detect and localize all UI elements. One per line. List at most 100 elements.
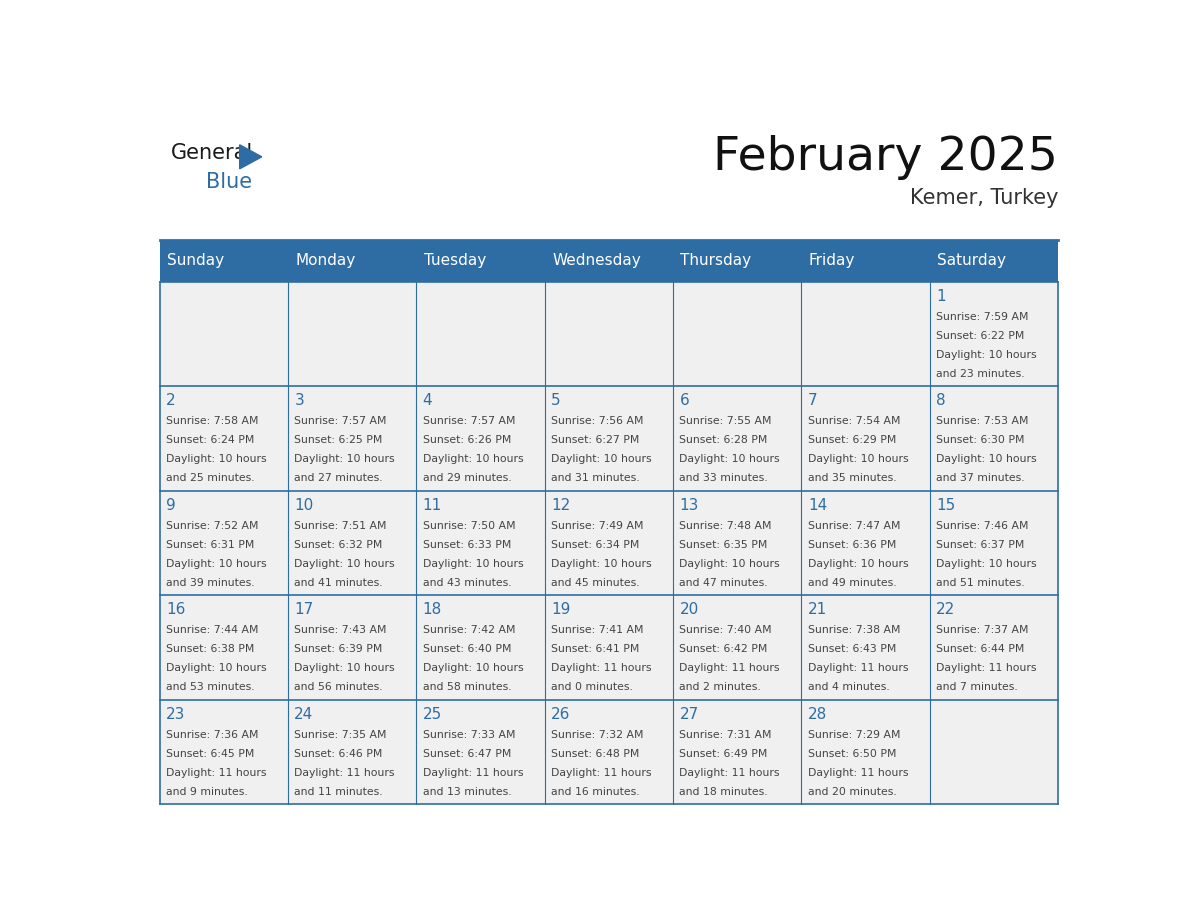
Text: and 47 minutes.: and 47 minutes. <box>680 577 769 588</box>
Bar <box>544 282 674 386</box>
Bar <box>802 596 930 700</box>
Text: and 25 minutes.: and 25 minutes. <box>166 474 254 484</box>
Text: Sunset: 6:26 PM: Sunset: 6:26 PM <box>423 435 511 445</box>
Text: Sunset: 6:32 PM: Sunset: 6:32 PM <box>295 540 383 550</box>
Text: Sunrise: 7:38 AM: Sunrise: 7:38 AM <box>808 625 901 635</box>
Bar <box>287 491 416 596</box>
Bar <box>802 282 930 386</box>
Text: Sunset: 6:41 PM: Sunset: 6:41 PM <box>551 644 639 655</box>
Text: Sunrise: 7:53 AM: Sunrise: 7:53 AM <box>936 416 1029 426</box>
Text: and 27 minutes.: and 27 minutes. <box>295 474 383 484</box>
Bar <box>416 282 544 386</box>
Text: and 7 minutes.: and 7 minutes. <box>936 682 1018 692</box>
Text: Sunrise: 7:58 AM: Sunrise: 7:58 AM <box>166 416 259 426</box>
Text: Daylight: 10 hours: Daylight: 10 hours <box>936 454 1037 465</box>
Text: and 56 minutes.: and 56 minutes. <box>295 682 383 692</box>
Bar <box>159 282 287 386</box>
Text: Sunrise: 7:50 AM: Sunrise: 7:50 AM <box>423 521 516 531</box>
Bar <box>416 386 544 491</box>
Text: Sunrise: 7:40 AM: Sunrise: 7:40 AM <box>680 625 772 635</box>
Text: Sunset: 6:28 PM: Sunset: 6:28 PM <box>680 435 767 445</box>
Text: Tuesday: Tuesday <box>424 253 486 268</box>
Text: Friday: Friday <box>809 253 855 268</box>
Text: Daylight: 11 hours: Daylight: 11 hours <box>166 767 266 778</box>
Text: Kemer, Turkey: Kemer, Turkey <box>910 188 1059 207</box>
Text: Sunset: 6:27 PM: Sunset: 6:27 PM <box>551 435 639 445</box>
Text: Daylight: 11 hours: Daylight: 11 hours <box>551 663 651 673</box>
Text: and 2 minutes.: and 2 minutes. <box>680 682 762 692</box>
Text: 4: 4 <box>423 394 432 409</box>
Text: Sunrise: 7:33 AM: Sunrise: 7:33 AM <box>423 730 516 740</box>
Text: 24: 24 <box>295 707 314 722</box>
Bar <box>930 491 1059 596</box>
Text: Sunset: 6:45 PM: Sunset: 6:45 PM <box>166 748 254 758</box>
Text: 19: 19 <box>551 602 570 618</box>
Text: Sunrise: 7:31 AM: Sunrise: 7:31 AM <box>680 730 772 740</box>
Text: Sunset: 6:47 PM: Sunset: 6:47 PM <box>423 748 511 758</box>
Text: and 49 minutes.: and 49 minutes. <box>808 577 897 588</box>
Text: 5: 5 <box>551 394 561 409</box>
Bar <box>674 596 802 700</box>
Text: 27: 27 <box>680 707 699 722</box>
Text: 11: 11 <box>423 498 442 513</box>
Text: Sunset: 6:30 PM: Sunset: 6:30 PM <box>936 435 1025 445</box>
Text: Daylight: 11 hours: Daylight: 11 hours <box>551 767 651 778</box>
Text: 9: 9 <box>166 498 176 513</box>
Text: and 20 minutes.: and 20 minutes. <box>808 787 897 797</box>
Text: Daylight: 10 hours: Daylight: 10 hours <box>295 454 394 465</box>
Text: Daylight: 11 hours: Daylight: 11 hours <box>808 767 909 778</box>
Text: Sunset: 6:29 PM: Sunset: 6:29 PM <box>808 435 896 445</box>
Text: Daylight: 10 hours: Daylight: 10 hours <box>166 559 266 569</box>
Text: 21: 21 <box>808 602 827 618</box>
Text: and 41 minutes.: and 41 minutes. <box>295 577 383 588</box>
Text: Sunset: 6:34 PM: Sunset: 6:34 PM <box>551 540 639 550</box>
Text: 23: 23 <box>166 707 185 722</box>
Bar <box>544 491 674 596</box>
Text: and 23 minutes.: and 23 minutes. <box>936 369 1025 379</box>
Bar <box>416 491 544 596</box>
Text: Sunset: 6:40 PM: Sunset: 6:40 PM <box>423 644 511 655</box>
Text: Sunday: Sunday <box>166 253 225 268</box>
Text: and 0 minutes.: and 0 minutes. <box>551 682 633 692</box>
Bar <box>544 596 674 700</box>
Bar <box>416 700 544 804</box>
Text: Daylight: 10 hours: Daylight: 10 hours <box>808 559 909 569</box>
Text: Monday: Monday <box>296 253 355 268</box>
Text: 28: 28 <box>808 707 827 722</box>
Text: and 16 minutes.: and 16 minutes. <box>551 787 639 797</box>
Polygon shape <box>240 145 261 169</box>
Text: 1: 1 <box>936 289 946 304</box>
Text: Sunrise: 7:48 AM: Sunrise: 7:48 AM <box>680 521 772 531</box>
Text: Daylight: 11 hours: Daylight: 11 hours <box>808 663 909 673</box>
Text: Sunrise: 7:43 AM: Sunrise: 7:43 AM <box>295 625 387 635</box>
Text: February 2025: February 2025 <box>713 135 1059 180</box>
Bar <box>416 596 544 700</box>
Text: and 13 minutes.: and 13 minutes. <box>423 787 511 797</box>
Bar <box>287 282 416 386</box>
Text: 25: 25 <box>423 707 442 722</box>
Text: Daylight: 10 hours: Daylight: 10 hours <box>423 454 524 465</box>
Bar <box>159 386 287 491</box>
Text: Daylight: 10 hours: Daylight: 10 hours <box>936 350 1037 360</box>
Text: 7: 7 <box>808 394 817 409</box>
Bar <box>674 491 802 596</box>
Bar <box>544 386 674 491</box>
Bar <box>544 700 674 804</box>
Bar <box>159 240 1059 282</box>
Text: Sunset: 6:48 PM: Sunset: 6:48 PM <box>551 748 639 758</box>
Text: Sunset: 6:39 PM: Sunset: 6:39 PM <box>295 644 383 655</box>
Text: Sunrise: 7:55 AM: Sunrise: 7:55 AM <box>680 416 772 426</box>
Text: 3: 3 <box>295 394 304 409</box>
Text: Sunrise: 7:32 AM: Sunrise: 7:32 AM <box>551 730 644 740</box>
Text: 12: 12 <box>551 498 570 513</box>
Text: 6: 6 <box>680 394 689 409</box>
Text: Daylight: 10 hours: Daylight: 10 hours <box>680 559 781 569</box>
Text: 8: 8 <box>936 394 946 409</box>
Text: and 43 minutes.: and 43 minutes. <box>423 577 511 588</box>
Text: Daylight: 11 hours: Daylight: 11 hours <box>680 663 781 673</box>
Text: Sunset: 6:49 PM: Sunset: 6:49 PM <box>680 748 767 758</box>
Text: Sunset: 6:35 PM: Sunset: 6:35 PM <box>680 540 767 550</box>
Text: Sunrise: 7:37 AM: Sunrise: 7:37 AM <box>936 625 1029 635</box>
Bar <box>802 386 930 491</box>
Text: Sunset: 6:33 PM: Sunset: 6:33 PM <box>423 540 511 550</box>
